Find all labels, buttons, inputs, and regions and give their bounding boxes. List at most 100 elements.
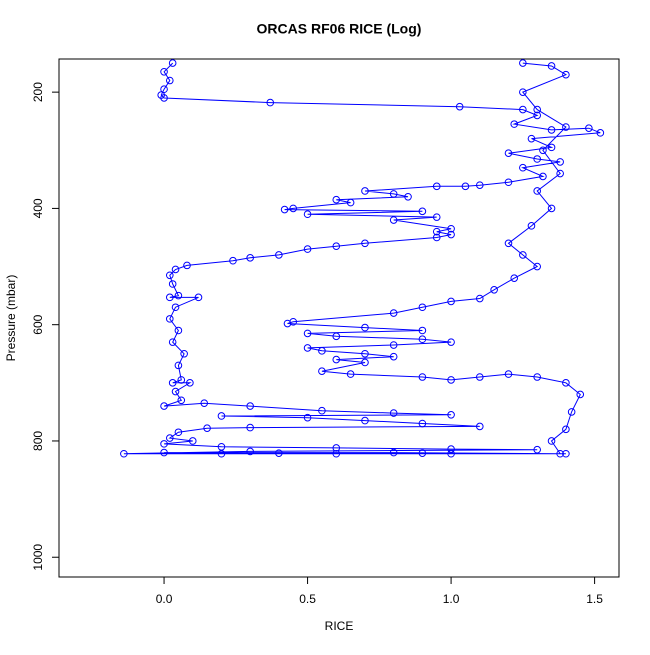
data-point [556, 158, 564, 166]
data-point [418, 207, 427, 216]
data-point [389, 352, 398, 361]
data-point [562, 425, 570, 434]
data-point [389, 216, 398, 224]
data-point [533, 111, 541, 120]
chart-title: ORCAS RF06 RICE (Log) [257, 21, 422, 37]
data-point [332, 449, 341, 458]
data-point [432, 182, 441, 191]
data-point [547, 126, 556, 134]
data-point [447, 224, 455, 233]
data-point [490, 286, 498, 294]
data-point [504, 239, 513, 248]
data-point [389, 190, 398, 198]
x-tick-label: 1.5 [586, 592, 603, 606]
x-tick-label: 0.5 [299, 592, 316, 606]
data-point [246, 423, 254, 432]
data-point [461, 182, 470, 191]
data-point [556, 449, 564, 458]
y-tick-label: 800 [31, 431, 45, 451]
data-point [171, 265, 180, 274]
data-point [504, 178, 513, 187]
data-point [160, 440, 168, 448]
data-point [177, 376, 186, 384]
data-point [519, 59, 527, 67]
data-point [475, 181, 484, 189]
data-point [346, 370, 355, 378]
data-point [475, 422, 484, 431]
data-point [576, 390, 585, 399]
x-tick-label: 1.0 [443, 592, 460, 606]
data-point [361, 239, 369, 248]
x-tick-label: 0.0 [156, 592, 173, 606]
data-point [585, 124, 593, 132]
data-point [418, 303, 427, 312]
data-point [447, 338, 455, 346]
data-point [168, 280, 177, 288]
data-point [168, 379, 177, 387]
data-point [246, 447, 254, 456]
data-point [455, 102, 464, 111]
data-point [174, 326, 183, 335]
data-point [562, 123, 570, 131]
data-point [510, 120, 519, 128]
data-point [361, 187, 369, 195]
data-point [533, 155, 541, 163]
data-point [447, 445, 455, 453]
data-point [165, 271, 174, 280]
data-point [562, 379, 570, 387]
data-point [200, 399, 209, 407]
data-point [177, 396, 186, 405]
data-point [168, 59, 177, 67]
data-point [303, 210, 312, 219]
x-axis-label: RICE [325, 619, 354, 633]
data-point [289, 204, 298, 213]
data-point [596, 129, 605, 137]
data-point [404, 192, 412, 201]
data-point [165, 434, 174, 442]
data-point [120, 449, 128, 458]
plot-frame [58, 58, 620, 578]
data-point [539, 146, 547, 155]
data-point [527, 222, 536, 230]
y-tick-label: 400 [31, 198, 45, 218]
data-line [123, 62, 601, 455]
data-point [389, 341, 398, 349]
data-point [475, 373, 484, 381]
data-point [346, 198, 355, 207]
data-point [165, 293, 174, 302]
data-point [318, 367, 326, 375]
data-point [389, 448, 398, 457]
data-point [539, 172, 547, 181]
data-point [318, 406, 326, 415]
data-point [447, 410, 455, 419]
data-point [160, 402, 168, 410]
data-point [174, 291, 183, 300]
data-point [168, 338, 177, 346]
data-point [519, 105, 527, 114]
data-point [533, 445, 541, 454]
data-point [432, 233, 441, 242]
data-point [547, 143, 556, 152]
data-point [567, 408, 576, 416]
data-point [418, 419, 427, 428]
data-point [519, 251, 527, 259]
data-point [266, 98, 275, 107]
data-point [562, 70, 570, 79]
data-point [361, 323, 369, 332]
data-point [418, 449, 427, 457]
data-point [447, 297, 455, 306]
data-point [361, 416, 369, 425]
data-point [432, 213, 441, 221]
data-point [418, 373, 427, 381]
data-point [533, 187, 541, 195]
data-point [332, 355, 341, 364]
data-point [174, 428, 183, 437]
data-point [475, 294, 484, 303]
data-point [275, 251, 283, 259]
data-point [533, 373, 541, 381]
data-point [275, 449, 283, 457]
data-point [217, 412, 226, 420]
data-point [160, 94, 168, 102]
data-point [418, 335, 427, 344]
